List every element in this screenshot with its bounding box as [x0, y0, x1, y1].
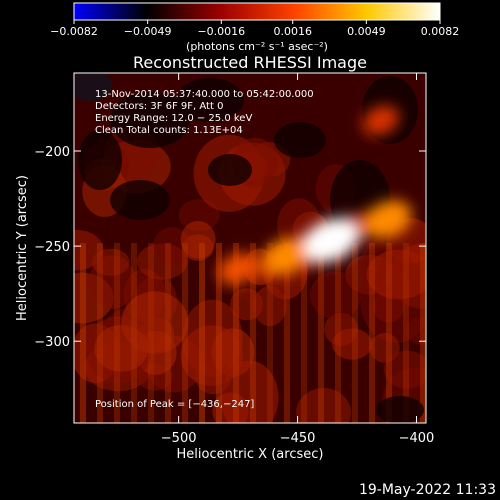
x-axis-label: Heliocentric X (arcsec) [177, 447, 324, 462]
y-axis-ticks: −200 −250 −300 [34, 145, 426, 350]
stripe [216, 243, 222, 423]
x-axis-ticks: −500 −450 −400 [161, 73, 435, 446]
colorbar-tick-label: −0.0049 [124, 25, 172, 38]
peak-core [317, 231, 345, 250]
x-tick-label: −500 [161, 431, 197, 446]
plot-frame [73, 72, 427, 424]
haze-blob [195, 360, 232, 395]
flare-source [263, 237, 308, 274]
chart-title: Reconstructed RHESSI Image [133, 53, 367, 72]
haze-blob [253, 286, 287, 327]
stripe [165, 243, 171, 423]
colorbar-tick-label: 0.0016 [273, 25, 312, 38]
stripe [250, 243, 256, 423]
stripe [182, 243, 188, 423]
haze-blob [332, 328, 373, 360]
colorbar-tick-label: 0.0049 [347, 25, 386, 38]
dark-patch [274, 122, 326, 158]
colorbar-tick-label: 0.0082 [421, 25, 460, 38]
stripe [267, 243, 273, 423]
colorbar-units: (photons cm⁻² s⁻¹ asec⁻²) [186, 40, 328, 53]
haze-blob [94, 325, 149, 372]
footer-timestamp: 19-May-2022 11:33 [359, 482, 496, 498]
haze-blob [180, 220, 216, 259]
x-tick-label: −450 [280, 431, 316, 446]
stripe [318, 243, 324, 423]
stripe [148, 243, 154, 423]
colorbar-tick-label: −0.0016 [197, 25, 245, 38]
stripe [369, 243, 375, 423]
y-tick-label: −200 [34, 145, 70, 160]
dark-patch [78, 130, 122, 190]
stripe [403, 243, 409, 423]
dark-patch [176, 78, 244, 122]
dark-patch [110, 92, 190, 148]
haze-blob [91, 248, 130, 276]
annotation-line: Energy Range: 12.0 − 25.0 keV [95, 113, 252, 124]
stripe [335, 243, 341, 423]
y-axis-label: Heliocentric Y (arcsec) [15, 175, 30, 321]
dark-patch [110, 180, 170, 220]
x-tick-label: −400 [399, 431, 435, 446]
flare-source [218, 252, 259, 286]
stripe [114, 243, 120, 423]
y-tick-label: −300 [34, 335, 70, 350]
flare-source [364, 200, 412, 239]
stripe [233, 243, 239, 423]
heatmap-image [74, 73, 426, 423]
dark-patch [74, 73, 112, 101]
haze-blob [405, 316, 426, 345]
stripe [131, 243, 137, 423]
stripe [352, 243, 358, 423]
haze-blob [178, 199, 220, 232]
colorbar-tick-label: −0.0082 [50, 25, 98, 38]
dark-patch [376, 396, 424, 423]
observation-annotations: 13-Nov-2014 05:37:40.000 to 05:42:00.000… [95, 89, 314, 136]
haze-blob [383, 350, 426, 389]
annotation-line: Clean Total counts: 1.13E+04 [95, 125, 243, 136]
colorbar [73, 2, 441, 21]
stripe [199, 243, 205, 423]
haze-blob [366, 249, 426, 300]
flare-source [362, 105, 400, 136]
peak-position-label: Position of Peak = [−436,−247] [95, 399, 254, 410]
annotation-line: Detectors: 3F 6F 9F, Att 0 [95, 101, 223, 112]
flare-sources [218, 105, 412, 286]
stripe [301, 243, 307, 423]
stripe [386, 243, 392, 423]
haze-blob [296, 387, 351, 423]
stripe-pattern [80, 243, 426, 423]
stripe [97, 243, 103, 423]
stripe [420, 243, 426, 423]
y-tick-label: −250 [34, 240, 70, 255]
colorbar-ticks: −0.0082 −0.0049 −0.0016 0.0016 0.0049 0.0082 [50, 20, 459, 38]
haze-blob [310, 271, 362, 320]
stripe [80, 243, 86, 423]
haze-blob [220, 360, 279, 423]
annotation-line: 13-Nov-2014 05:37:40.000 to 05:42:00.000 [95, 89, 314, 100]
dark-patch [208, 154, 252, 186]
stripe [284, 243, 290, 423]
